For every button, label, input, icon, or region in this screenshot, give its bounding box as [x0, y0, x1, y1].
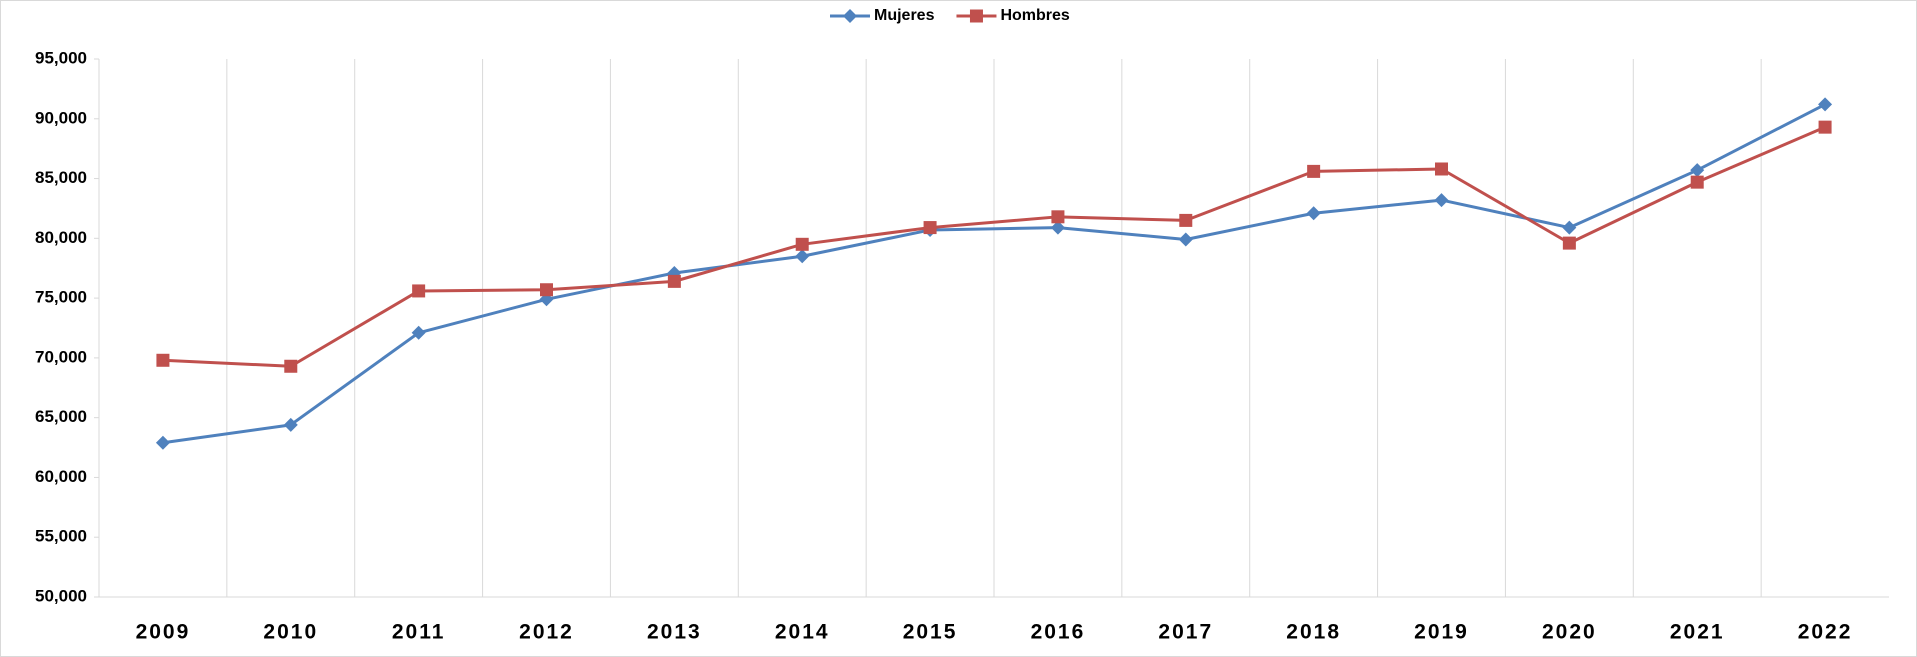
data-point: [923, 221, 937, 235]
y-tick-label: 75,000: [35, 288, 87, 307]
data-point: [1690, 175, 1704, 189]
y-tick-label: 85,000: [35, 168, 87, 187]
y-tick-label: 50,000: [35, 586, 87, 605]
x-tick-label: 2020: [1542, 621, 1597, 644]
series-line: [162, 103, 1826, 445]
data-point: [1818, 97, 1833, 112]
x-tick-label: 2019: [1414, 621, 1469, 644]
data-point: [540, 283, 553, 297]
y-tick-label: 80,000: [35, 228, 87, 247]
y-tick-label: 60,000: [35, 467, 87, 486]
data-point: [1562, 236, 1576, 250]
data-point: [1179, 213, 1193, 227]
x-tick-label: 2012: [519, 621, 574, 644]
data-point: [1818, 120, 1832, 134]
legend: Mujeres Hombres: [830, 7, 1070, 24]
x-tick-label: 2016: [1031, 621, 1086, 644]
legend-label: Mujeres: [874, 7, 935, 24]
series-line: [162, 125, 1826, 368]
data-point: [1050, 220, 1065, 235]
x-tick-label: 2021: [1670, 621, 1725, 644]
y-tick-label: 90,000: [35, 108, 87, 127]
data-point: [667, 274, 681, 288]
data-point: [1306, 206, 1321, 221]
x-tick-label: 2013: [647, 621, 702, 644]
data-point: [1434, 193, 1449, 208]
data-point: [411, 325, 426, 340]
data-point: [1562, 220, 1577, 235]
x-tick-label: 2017: [1158, 621, 1213, 644]
legend-marker: [969, 9, 983, 23]
y-tick-label: 70,000: [35, 347, 87, 366]
data-point: [1178, 232, 1193, 247]
legend-label: Hombres: [1000, 7, 1069, 24]
data-point: [283, 417, 298, 432]
data-point: [1435, 162, 1448, 176]
data-point: [412, 284, 426, 298]
x-tick-label: 2022: [1798, 621, 1853, 644]
x-tick-label: 2014: [775, 621, 830, 644]
data-point: [156, 353, 170, 367]
data-point: [795, 249, 810, 264]
x-tick-label: 2010: [263, 621, 318, 644]
x-tick-label: 2009: [136, 621, 191, 644]
data-point: [284, 359, 298, 373]
y-tick-label: 65,000: [35, 407, 87, 426]
data-point: [1307, 164, 1321, 178]
x-tick-label: 2015: [903, 621, 958, 644]
legend-marker: [843, 9, 857, 23]
data-point: [1051, 210, 1065, 224]
x-tick-label: 2011: [392, 621, 446, 644]
data-point: [795, 237, 809, 251]
data-point: [1690, 163, 1705, 178]
x-tick-label: 2018: [1286, 621, 1341, 644]
y-tick-label: 55,000: [35, 527, 87, 546]
y-tick-label: 95,000: [35, 48, 87, 67]
data-point: [155, 435, 170, 450]
